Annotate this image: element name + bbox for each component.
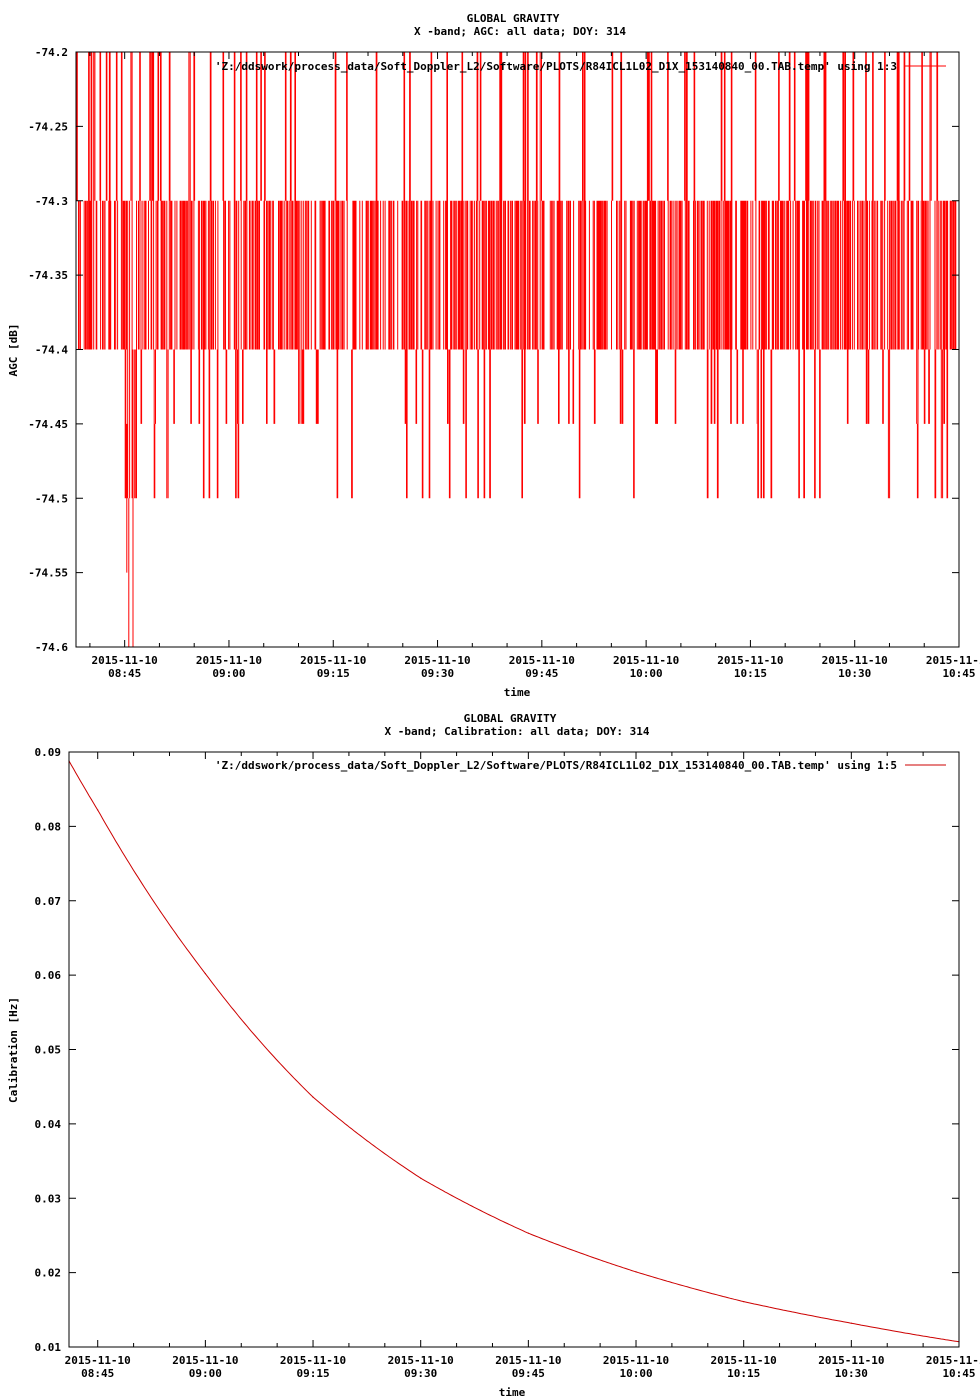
calibration-x-tick-time: 10:00 [619, 1367, 652, 1380]
agc-x-tick-time: 10:15 [734, 667, 767, 680]
agc-x-tick-date: 2015-11-10 [822, 654, 888, 667]
agc-x-tick-time: 10:45 [942, 667, 975, 680]
calibration-x-tick-date: 2015-11-10 [818, 1354, 884, 1367]
calibration-x-tick-date: 2015-11-10 [495, 1354, 561, 1367]
calibration-x-tick-date: 2015-11-10 [603, 1354, 669, 1367]
calibration-data-point [635, 1271, 637, 1273]
agc-x-tick-time: 09:30 [421, 667, 454, 680]
calibration-y-tick-label: 0.03 [35, 1192, 62, 1205]
agc-y-tick-label: -74.6 [35, 641, 68, 654]
calibration-plot-area [68, 760, 960, 1343]
calibration-data-point [420, 1177, 422, 1179]
calibration-data-point [743, 1301, 745, 1303]
calibration-chart-subtitle: X -band; Calibration: all data; DOY: 314 [385, 725, 650, 738]
agc-x-tick-time: 09:15 [317, 667, 350, 680]
agc-chart-title: GLOBAL GRAVITY [467, 12, 560, 25]
calibration-x-tick-time: 09:00 [189, 1367, 222, 1380]
agc-x-tick-date: 2015-11-10 [509, 654, 575, 667]
calibration-x-tick-date: 2015-11-10 [388, 1354, 454, 1367]
agc-x-tick-date: 2015-11-10 [196, 654, 262, 667]
calibration-data-point [204, 973, 206, 975]
agc-y-tick-label: -74.55 [28, 567, 68, 580]
agc-y-tick-label: -74.3 [35, 195, 68, 208]
calibration-data-point [312, 1096, 314, 1098]
calibration-y-tick-label: 0.05 [35, 1044, 62, 1057]
calibration-y-axis: 0.09 0.08 0.07 0.06 0.05 0.04 0.03 0.02 0.01 [35, 746, 959, 1354]
agc-legend-label: 'Z:/ddswork/process_data/Soft_Doppler_L2… [215, 60, 897, 73]
calibration-x-tick-time: 10:30 [835, 1367, 868, 1380]
agc-y-tick-label: -74.35 [28, 269, 68, 282]
calibration-y-tick-label: 0.07 [35, 895, 62, 908]
calibration-data-point [850, 1322, 852, 1324]
agc-x-tick-date: 2015-11-10 [717, 654, 783, 667]
calibration-x-tick-time: 09:45 [512, 1367, 545, 1380]
calibration-y-tick-label: 0.09 [35, 746, 62, 759]
agc-y-tick-label: -74.25 [28, 120, 68, 133]
calibration-x-axis-label: time [499, 1386, 526, 1399]
agc-y-tick-label: -74.4 [35, 344, 68, 357]
agc-x-tick-date: 2015-11-10 [926, 654, 980, 667]
agc-y-tick-label: -74.2 [35, 46, 68, 59]
agc-x-tick-time: 08:45 [108, 667, 141, 680]
agc-x-tick-time: 10:00 [630, 667, 663, 680]
calibration-chart-title: GLOBAL GRAVITY [464, 712, 557, 725]
calibration-y-tick-label: 0.08 [35, 820, 62, 833]
agc-plot-area [76, 52, 957, 647]
calibration-data-point [527, 1232, 530, 1234]
agc-x-tick-date: 2015-11-10 [404, 654, 470, 667]
calibration-x-tick-date: 2015-11-10 [711, 1354, 777, 1367]
calibration-x-tick-date: 2015-11-10 [65, 1354, 131, 1367]
calibration-data-point [97, 809, 99, 811]
agc-x-tick-time: 10:30 [838, 667, 871, 680]
calibration-x-tick-time: 10:15 [727, 1367, 760, 1380]
agc-series-line [76, 52, 957, 647]
calibration-y-tick-label: 0.04 [35, 1118, 62, 1131]
calibration-y-tick-label: 0.06 [35, 969, 62, 982]
calibration-y-tick-label: 0.01 [35, 1341, 62, 1354]
agc-chart: GLOBAL GRAVITY X -band; AGC: all data; D… [7, 12, 980, 699]
calibration-x-tick-date: 2015-11-10 [172, 1354, 238, 1367]
calibration-y-axis-label: Calibration [Hz] [7, 997, 20, 1103]
agc-x-tick-date: 2015-11-10 [300, 654, 366, 667]
calibration-x-tick-time: 10:45 [942, 1367, 975, 1380]
calibration-x-tick-time: 08:45 [81, 1367, 114, 1380]
calibration-x-tick-date: 2015-11-10 [280, 1354, 346, 1367]
calibration-plot-border [68, 751, 960, 1348]
agc-x-tick-time: 09:00 [212, 667, 245, 680]
calibration-x-tick-time: 09:30 [404, 1367, 437, 1380]
calibration-x-tick-time: 09:15 [296, 1367, 329, 1380]
agc-x-tick-date: 2015-11-10 [92, 654, 158, 667]
agc-y-axis-label: AGC [dB] [7, 324, 20, 377]
agc-x-axis: 2015-11-1008:452015-11-1009:002015-11-10… [89, 52, 980, 680]
calibration-series-line [68, 760, 960, 1343]
calibration-chart: GLOBAL GRAVITY X -band; Calibration: all… [7, 712, 980, 1399]
calibration-x-axis: 2015-11-1008:452015-11-1009:002015-11-10… [65, 752, 980, 1380]
calibration-legend-label: 'Z:/ddswork/process_data/Soft_Doppler_L2… [215, 759, 897, 772]
agc-x-tick-date: 2015-11-10 [613, 654, 679, 667]
agc-y-tick-label: -74.5 [35, 492, 68, 505]
agc-y-axis: -74.2 -74.25 -74.3 -74.35 -74.4 -74.45 -74.5 -7… [28, 46, 959, 654]
agc-x-tick-time: 09:45 [525, 667, 558, 680]
agc-y-tick-label: -74.45 [28, 418, 68, 431]
agc-chart-subtitle: X -band; AGC: all data; DOY: 314 [414, 25, 626, 38]
calibration-y-tick-label: 0.02 [35, 1267, 62, 1280]
agc-x-axis-label: time [504, 686, 531, 699]
calibration-x-tick-date: 2015-11-10 [926, 1354, 980, 1367]
